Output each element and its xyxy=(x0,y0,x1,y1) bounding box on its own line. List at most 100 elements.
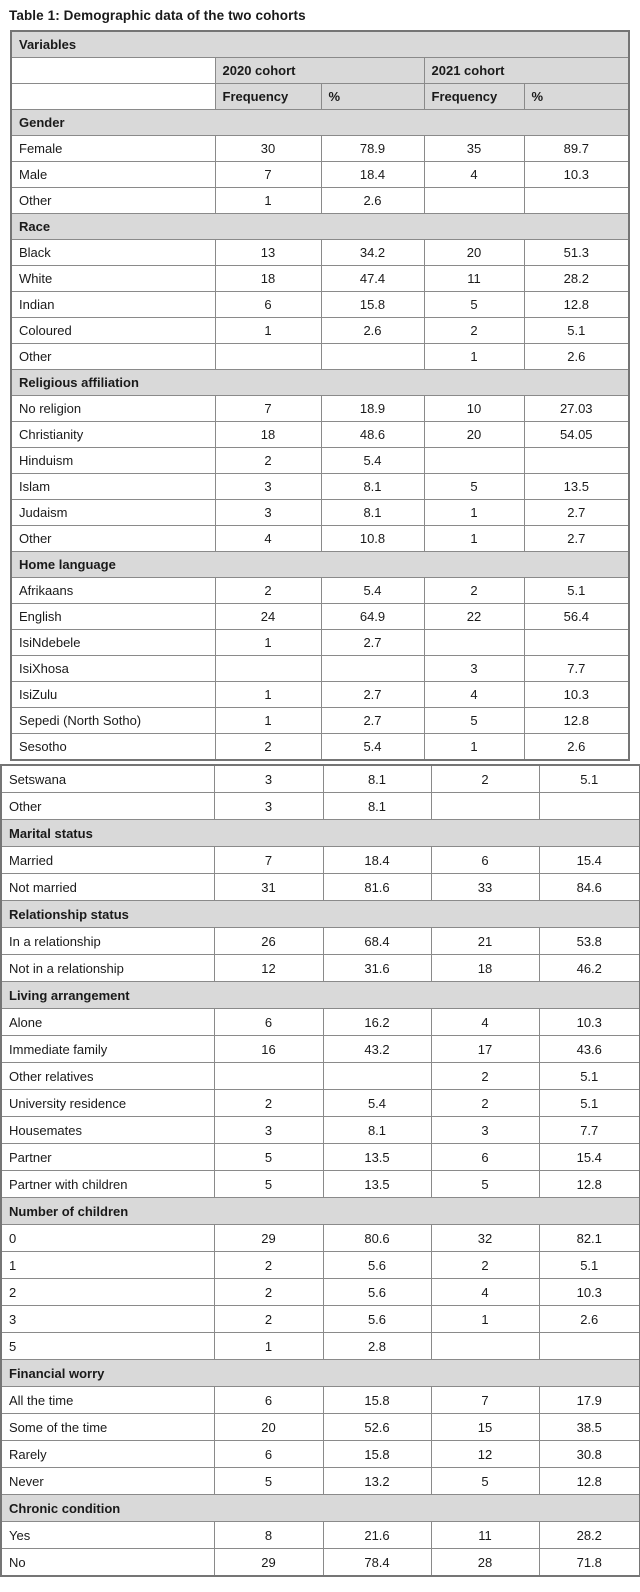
cell-value: 78.9 xyxy=(320,135,425,162)
cell-value: 1 xyxy=(423,499,525,526)
cell-value: 18 xyxy=(214,265,322,292)
cell-value: 2 xyxy=(430,1251,540,1279)
cell-value: 29 xyxy=(213,1548,324,1577)
table-row: Male 7 18.4 4 10.3 xyxy=(10,161,630,188)
table-row: Gender xyxy=(10,109,630,136)
cell-value: 10.3 xyxy=(523,161,630,188)
cell-value: 2 xyxy=(423,317,525,344)
cell-value: 2 xyxy=(430,1062,540,1090)
cell-value: 10.3 xyxy=(523,681,630,708)
cell-value: 82.1 xyxy=(538,1224,640,1252)
cell-value: 8.1 xyxy=(322,792,432,820)
cell-value: 5 xyxy=(423,291,525,318)
table-row: IsiXhosa 3 7.7 xyxy=(10,655,630,682)
table-row: Married 7 18.4 6 15.4 xyxy=(0,846,640,874)
section-header: Race xyxy=(10,213,630,240)
cell-value xyxy=(320,655,425,682)
column-header-stat: % xyxy=(320,83,425,110)
cell-value: 5.4 xyxy=(320,577,425,604)
cell-value: 78.4 xyxy=(322,1548,432,1577)
row-label: Never xyxy=(0,1467,215,1495)
cell-value: 43.2 xyxy=(322,1035,432,1063)
row-label: Immediate family xyxy=(0,1035,215,1063)
row-label: Rarely xyxy=(0,1440,215,1468)
cell-value: 12.8 xyxy=(523,707,630,734)
cell-value: 52.6 xyxy=(322,1413,432,1441)
cell-value: 20 xyxy=(423,239,525,266)
cell-value: 4 xyxy=(423,681,525,708)
cell-value: 47.4 xyxy=(320,265,425,292)
table-row: Islam 3 8.1 5 13.5 xyxy=(10,473,630,500)
table-row: 3 2 5.6 1 2.6 xyxy=(0,1305,640,1333)
cell-value xyxy=(523,187,630,214)
table-row: Indian 6 15.8 5 12.8 xyxy=(10,291,630,318)
cell-value xyxy=(214,343,322,370)
cell-value: 11 xyxy=(430,1521,540,1549)
table-row: Never 5 13.2 5 12.8 xyxy=(0,1467,640,1495)
cell-value: 26 xyxy=(213,927,324,955)
cell-value: 17.9 xyxy=(538,1386,640,1414)
cell-value: 2.7 xyxy=(523,499,630,526)
cell-value: 3 xyxy=(214,499,322,526)
cell-value xyxy=(320,343,425,370)
cell-value: 12.8 xyxy=(538,1170,640,1198)
row-label: In a relationship xyxy=(0,927,215,955)
cell-value: 5.6 xyxy=(322,1251,432,1279)
cell-value: 2 xyxy=(423,577,525,604)
cell-value: 15.8 xyxy=(322,1386,432,1414)
table-row: 5 1 2.8 xyxy=(0,1332,640,1360)
table-row: IsiNdebele 1 2.7 xyxy=(10,629,630,656)
cell-value: 89.7 xyxy=(523,135,630,162)
cell-value: 10 xyxy=(423,395,525,422)
row-label: Setswana xyxy=(0,764,215,793)
row-label: Not married xyxy=(0,873,215,901)
cell-value: 5 xyxy=(430,1170,540,1198)
table-row: Other 4 10.8 1 2.7 xyxy=(10,525,630,552)
table-row: Other 3 8.1 xyxy=(0,792,640,820)
cell-value: 56.4 xyxy=(523,603,630,630)
cell-value: 34.2 xyxy=(320,239,425,266)
table-row: Setswana 3 8.1 2 5.1 xyxy=(0,764,640,793)
spacer-cell xyxy=(10,83,216,110)
cell-value: 17 xyxy=(430,1035,540,1063)
cell-value: 5.4 xyxy=(320,733,425,761)
cell-value: 5.1 xyxy=(538,1062,640,1090)
table-row: Sesotho 2 5.4 1 2.6 xyxy=(10,733,630,761)
cell-value: 1 xyxy=(214,629,322,656)
cell-value: 31 xyxy=(213,873,324,901)
cell-value xyxy=(523,447,630,474)
row-label: No xyxy=(0,1548,215,1577)
cell-value: 31.6 xyxy=(322,954,432,982)
row-label: 3 xyxy=(0,1305,215,1333)
table-row: Chronic condition xyxy=(0,1494,640,1522)
column-header-stat: Frequency xyxy=(214,83,322,110)
cell-value: 2.6 xyxy=(538,1305,640,1333)
cell-value: 7 xyxy=(214,161,322,188)
section-header: Variables xyxy=(10,30,630,58)
page-title: Table 1: Demographic data of the two coh… xyxy=(9,8,306,23)
table-row: No religion 7 18.9 10 27.03 xyxy=(10,395,630,422)
row-label: Some of the time xyxy=(0,1413,215,1441)
cell-value: 6 xyxy=(213,1386,324,1414)
cell-value: 5.1 xyxy=(538,1251,640,1279)
table-row: Alone 6 16.2 4 10.3 xyxy=(0,1008,640,1036)
section-header: Gender xyxy=(10,109,630,136)
table-row: White 18 47.4 11 28.2 xyxy=(10,265,630,292)
cell-value: 64.9 xyxy=(320,603,425,630)
section-header: Home language xyxy=(10,551,630,578)
cell-value: 8.1 xyxy=(322,764,432,793)
cell-value xyxy=(430,792,540,820)
table-row: Black 13 34.2 20 51.3 xyxy=(10,239,630,266)
cell-value: 2 xyxy=(213,1278,324,1306)
cell-value: 6 xyxy=(213,1440,324,1468)
table-row: Number of children xyxy=(0,1197,640,1225)
table-row: University residence 2 5.4 2 5.1 xyxy=(0,1089,640,1117)
table-row: IsiZulu 1 2.7 4 10.3 xyxy=(10,681,630,708)
column-header-cohort: 2021 cohort xyxy=(423,57,630,84)
table-row: Race xyxy=(10,213,630,240)
row-label: Married xyxy=(0,846,215,874)
row-label: 0 xyxy=(0,1224,215,1252)
table-body: Variables 2020 cohort 2021 cohort Frequency… xyxy=(10,30,630,761)
cell-value: 16.2 xyxy=(322,1008,432,1036)
row-label: Partner with children xyxy=(0,1170,215,1198)
